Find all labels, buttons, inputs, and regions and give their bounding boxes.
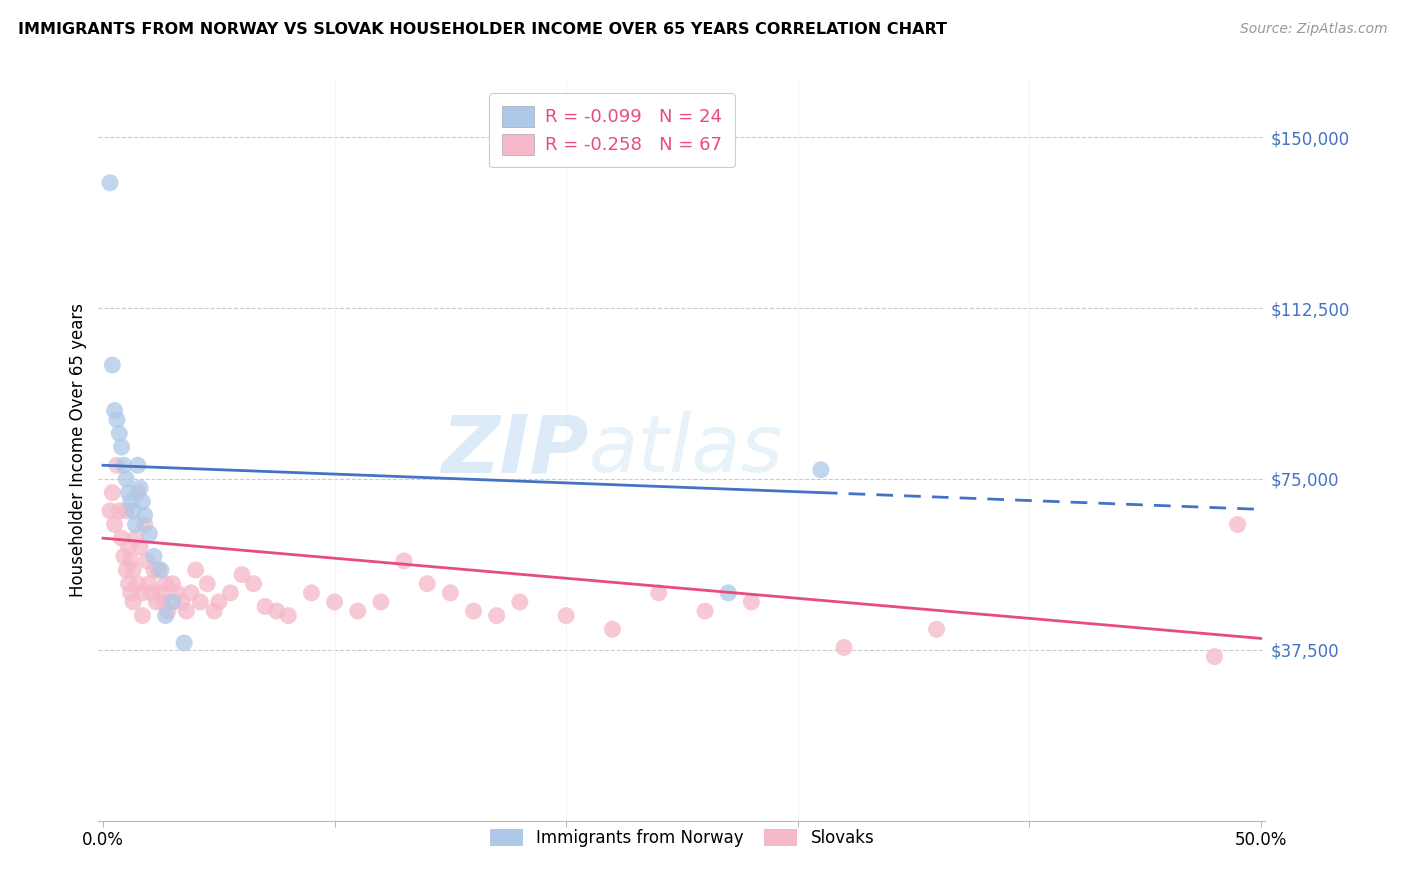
Point [101, 358, 124, 372]
Text: Source: ZipAtlas.com: Source: ZipAtlas.com [1240, 22, 1388, 37]
Point [176, 604, 198, 618]
Point [277, 608, 299, 623]
Point [152, 595, 174, 609]
Point [117, 485, 139, 500]
Point [162, 595, 184, 609]
Point [555, 608, 578, 623]
Point [104, 403, 127, 417]
Point [120, 494, 142, 508]
Point [105, 413, 128, 427]
Point [124, 517, 146, 532]
Point [129, 481, 152, 495]
Point [323, 595, 346, 609]
Point [180, 586, 202, 600]
Point [117, 541, 139, 555]
Point [202, 604, 225, 618]
Point [254, 599, 277, 614]
Point [110, 440, 132, 454]
Point [108, 504, 131, 518]
Point [143, 563, 166, 577]
Point [110, 531, 132, 545]
Point [127, 576, 149, 591]
Text: IMMIGRANTS FROM NORWAY VS SLOVAK HOUSEHOLDER INCOME OVER 65 YEARS CORRELATION CH: IMMIGRANTS FROM NORWAY VS SLOVAK HOUSEHO… [18, 22, 948, 37]
Point [170, 595, 193, 609]
Point [134, 517, 156, 532]
Point [439, 586, 461, 600]
Point [156, 604, 179, 618]
Point [120, 586, 142, 600]
Point [463, 604, 485, 618]
Point [301, 586, 323, 600]
Text: atlas: atlas [589, 411, 783, 490]
Point [693, 604, 716, 618]
Point [108, 426, 131, 441]
Point [115, 504, 138, 518]
Point [127, 485, 149, 500]
Point [98, 176, 121, 190]
Point [166, 586, 188, 600]
Point [122, 595, 145, 609]
Point [141, 586, 163, 600]
Point [101, 485, 124, 500]
Point [832, 640, 855, 655]
Point [104, 517, 127, 532]
Point [648, 586, 671, 600]
Point [112, 458, 135, 473]
Point [149, 586, 172, 600]
Point [120, 554, 142, 568]
Point [105, 458, 128, 473]
Point [173, 636, 195, 650]
Point [602, 622, 624, 636]
Legend: Immigrants from Norway, Slovaks: Immigrants from Norway, Slovaks [479, 819, 884, 856]
Point [370, 595, 392, 609]
Point [124, 531, 146, 545]
Point [155, 608, 177, 623]
Point [136, 554, 159, 568]
Point [122, 504, 145, 518]
Point [195, 576, 218, 591]
Point [219, 586, 242, 600]
Point [392, 554, 415, 568]
Point [112, 549, 135, 564]
Point [188, 595, 211, 609]
Point [810, 463, 832, 477]
Point [115, 472, 138, 486]
Point [509, 595, 531, 609]
Point [145, 595, 167, 609]
Point [208, 595, 231, 609]
Point [155, 576, 177, 591]
Point [148, 563, 170, 577]
Point [1226, 517, 1249, 532]
Point [134, 508, 156, 523]
Point [98, 504, 121, 518]
Point [416, 576, 439, 591]
Point [149, 563, 172, 577]
Point [131, 608, 153, 623]
Point [138, 526, 160, 541]
Text: ZIP: ZIP [441, 411, 589, 490]
Point [127, 458, 149, 473]
Point [346, 604, 368, 618]
Point [122, 563, 145, 577]
Point [485, 608, 508, 623]
Point [131, 586, 153, 600]
Point [117, 576, 139, 591]
Point [143, 549, 166, 564]
Point [184, 563, 207, 577]
Point [115, 563, 138, 577]
Point [138, 576, 160, 591]
Point [242, 576, 264, 591]
Point [925, 622, 948, 636]
Point [1204, 649, 1226, 664]
Point [231, 567, 253, 582]
Point [162, 576, 184, 591]
Point [740, 595, 762, 609]
Point [131, 494, 153, 508]
Point [266, 604, 288, 618]
Point [129, 541, 152, 555]
Y-axis label: Householder Income Over 65 years: Householder Income Over 65 years [69, 303, 87, 598]
Point [717, 586, 740, 600]
